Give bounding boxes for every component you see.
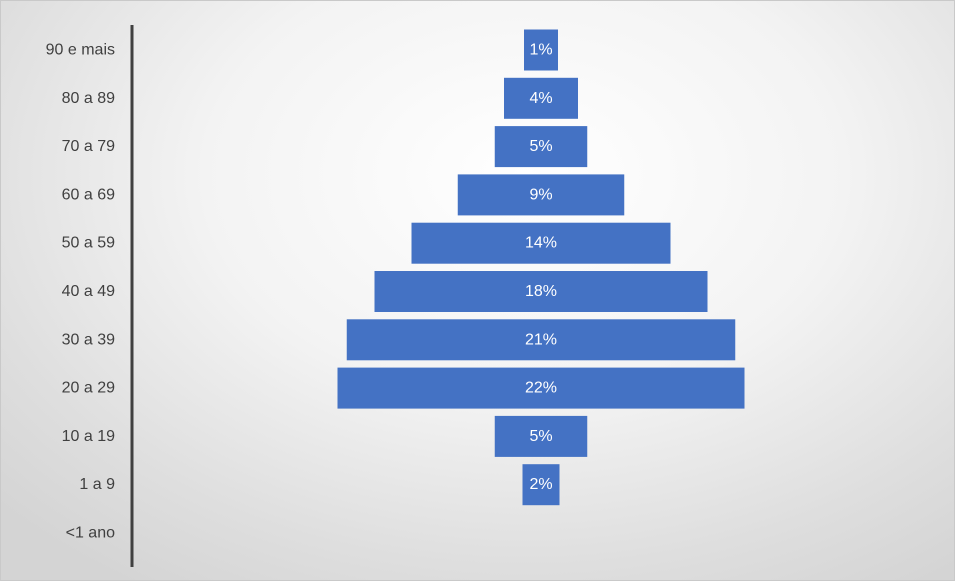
- bar: [522, 464, 560, 506]
- y-tick-label: 1 a 9: [79, 476, 115, 493]
- data-label: 4%: [529, 90, 552, 107]
- data-label: 22%: [525, 380, 557, 397]
- bar: [494, 415, 588, 457]
- bar: [494, 126, 588, 168]
- y-axis-tick-labels: 90 e mais 80 a 89 70 a 79 60 a 69 50 a 59 40 …: [46, 42, 115, 542]
- bar: [346, 319, 736, 361]
- y-tick-label: 30 a 39: [62, 331, 115, 348]
- bar: [504, 77, 578, 119]
- data-label: 18%: [525, 283, 557, 300]
- data-label: 2%: [529, 476, 552, 493]
- data-label: 21%: [525, 331, 557, 348]
- y-tick-label: <1 ano: [66, 525, 115, 542]
- y-tick-label: 60 a 69: [62, 186, 115, 203]
- data-label: 9%: [529, 186, 552, 203]
- bar: [337, 367, 745, 409]
- y-tick-label: 90 e mais: [46, 42, 115, 59]
- y-tick-label: 80 a 89: [62, 90, 115, 107]
- bar: [411, 222, 671, 264]
- y-tick-label: 40 a 49: [62, 283, 115, 300]
- data-label: 1%: [529, 42, 552, 59]
- data-label: 14%: [525, 235, 557, 252]
- bar: [374, 271, 708, 312]
- y-tick-label: 20 a 29: [62, 380, 115, 397]
- y-tick-label: 70 a 79: [62, 138, 115, 155]
- bar: [524, 29, 558, 71]
- y-tick-label: 10 a 19: [62, 428, 115, 445]
- data-labels: 1% 4% 5% 9% 14% 18% 21% 22% 5% 2%: [525, 42, 557, 494]
- data-label: 5%: [529, 138, 552, 155]
- y-tick-label: 50 a 59: [62, 235, 115, 252]
- bar: [457, 174, 625, 216]
- data-label: 5%: [529, 428, 552, 445]
- bars: [337, 29, 745, 506]
